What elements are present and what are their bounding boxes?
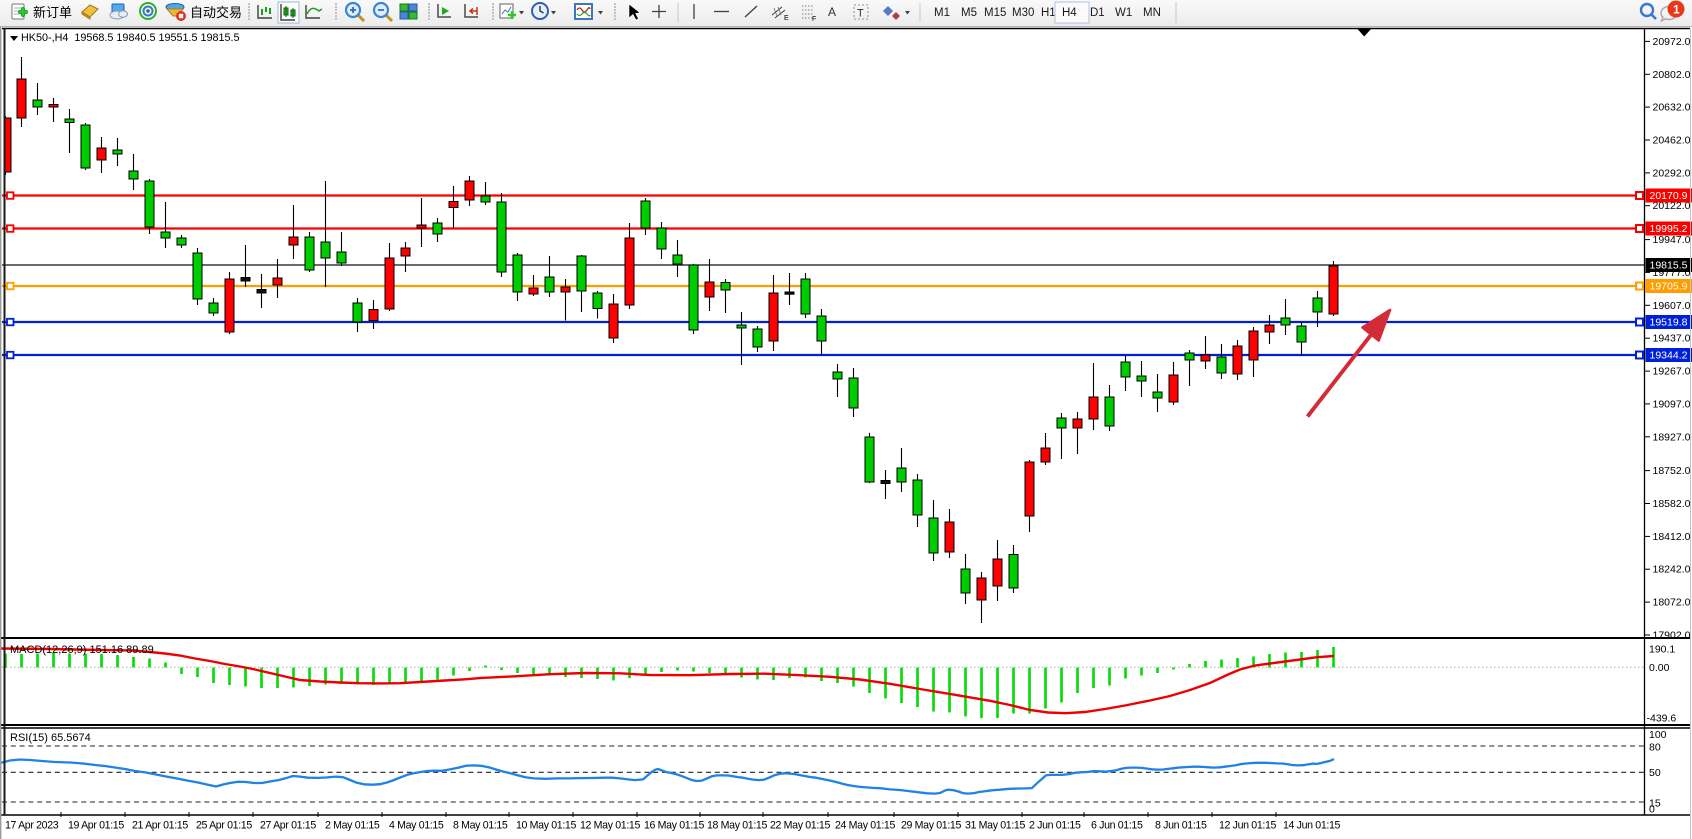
svg-text:190.1: 190.1 (1649, 644, 1675, 656)
svg-text:29 May 01:15: 29 May 01:15 (901, 820, 961, 832)
svg-text:19947.0: 19947.0 (1653, 234, 1691, 246)
svg-text:19705.9: 19705.9 (1650, 281, 1688, 293)
svg-text:22 May 01:15: 22 May 01:15 (770, 820, 830, 832)
svg-text:31 May 01:15: 31 May 01:15 (965, 820, 1025, 832)
svg-text:18582.0: 18582.0 (1653, 498, 1691, 510)
svg-text:19 Apr 01:15: 19 Apr 01:15 (68, 820, 124, 832)
svg-text:8 May 01:15: 8 May 01:15 (453, 820, 508, 832)
svg-text:20170.9: 20170.9 (1650, 190, 1688, 202)
svg-text:A: A (828, 5, 836, 19)
svg-text:12 Jun 01:15: 12 Jun 01:15 (1219, 820, 1277, 832)
svg-text:20122.0: 20122.0 (1653, 200, 1691, 212)
svg-text:RSI(15) 65.5674: RSI(15) 65.5674 (10, 732, 91, 744)
svg-text:18752.0: 18752.0 (1653, 465, 1691, 477)
svg-text:24 May 01:15: 24 May 01:15 (835, 820, 895, 832)
svg-text:17 Apr 2023: 17 Apr 2023 (5, 820, 59, 832)
svg-text:H4: H4 (1062, 7, 1077, 19)
svg-text:8 Jun 01:15: 8 Jun 01:15 (1155, 820, 1207, 832)
svg-text:E: E (784, 15, 789, 22)
svg-text:新订单: 新订单 (33, 5, 72, 20)
svg-text:2 May 01:15: 2 May 01:15 (325, 820, 380, 832)
svg-text:18412.0: 18412.0 (1653, 531, 1691, 543)
svg-text:自动交易: 自动交易 (190, 5, 242, 20)
svg-text:19607.0: 19607.0 (1653, 300, 1691, 312)
svg-text:MACD(12,26,9) 151.16 89.89: MACD(12,26,9) 151.16 89.89 (10, 644, 154, 656)
svg-text:18 May 01:15: 18 May 01:15 (707, 820, 767, 832)
svg-text:16 May 01:15: 16 May 01:15 (644, 820, 704, 832)
svg-text:19344.2: 19344.2 (1650, 350, 1688, 362)
svg-text:27 Apr 01:15: 27 Apr 01:15 (260, 820, 316, 832)
svg-text:0.00: 0.00 (1649, 662, 1670, 674)
svg-text:19437.0: 19437.0 (1653, 333, 1691, 345)
svg-text:80: 80 (1649, 741, 1661, 753)
svg-text:-439.6: -439.6 (1647, 713, 1677, 725)
svg-text:20462.0: 20462.0 (1653, 135, 1691, 147)
svg-text:10 May 01:15: 10 May 01:15 (516, 820, 576, 832)
svg-text:W1: W1 (1115, 7, 1132, 19)
svg-text:25 Apr 01:15: 25 Apr 01:15 (196, 820, 252, 832)
svg-text:2 Jun 01:15: 2 Jun 01:15 (1029, 820, 1081, 832)
svg-text:6 Jun 01:15: 6 Jun 01:15 (1091, 820, 1143, 832)
svg-text:4 May 01:15: 4 May 01:15 (389, 820, 444, 832)
svg-text:20632.0: 20632.0 (1653, 102, 1691, 114)
svg-text:M30: M30 (1012, 7, 1034, 19)
svg-text:MN: MN (1143, 7, 1161, 19)
svg-text:M15: M15 (984, 7, 1006, 19)
svg-text:F: F (812, 16, 816, 23)
svg-text:19815.5: 19815.5 (1650, 260, 1688, 272)
svg-text:HK50-,H4 19568.5 19840.5 1955: HK50-,H4 19568.5 19840.5 19551.5 19815.5 (21, 32, 240, 44)
svg-text:14 Jun 01:15: 14 Jun 01:15 (1283, 820, 1341, 832)
svg-text:M1: M1 (934, 7, 950, 19)
svg-text:H1: H1 (1041, 7, 1056, 19)
svg-text:1: 1 (1673, 3, 1680, 17)
svg-text:17902.0: 17902.0 (1653, 630, 1691, 642)
svg-text:12 May 01:15: 12 May 01:15 (580, 820, 640, 832)
svg-text:19267.0: 19267.0 (1653, 366, 1691, 378)
svg-text:18072.0: 18072.0 (1653, 597, 1691, 609)
svg-text:50: 50 (1649, 767, 1661, 779)
svg-text:M5: M5 (961, 7, 977, 19)
svg-text:0: 0 (1649, 804, 1655, 816)
svg-text:15: 15 (1649, 797, 1661, 809)
svg-text:21 Apr 01:15: 21 Apr 01:15 (132, 820, 188, 832)
svg-text:20802.0: 20802.0 (1653, 69, 1691, 81)
svg-text:T: T (857, 8, 864, 20)
svg-text:D1: D1 (1090, 7, 1105, 19)
svg-text:20292.0: 20292.0 (1653, 167, 1691, 179)
svg-text:20972.0: 20972.0 (1653, 36, 1691, 48)
svg-text:19519.8: 19519.8 (1650, 317, 1688, 329)
svg-text:100: 100 (1649, 729, 1667, 741)
svg-text:19097.0: 19097.0 (1653, 398, 1691, 410)
svg-text:18927.0: 18927.0 (1653, 431, 1691, 443)
svg-text:18242.0: 18242.0 (1653, 564, 1691, 576)
svg-text:19995.2: 19995.2 (1650, 223, 1688, 235)
